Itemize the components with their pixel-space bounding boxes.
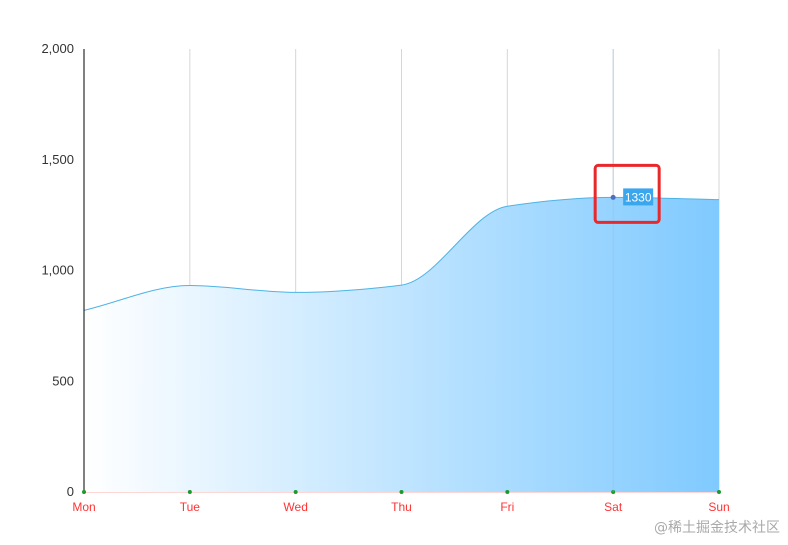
x-axis-ticks: Mon Tue Wed Thu Fri Sat Sun [72,490,730,514]
x-tick-label: Sun [708,500,729,514]
x-tick-mark [505,490,510,494]
data-label-background [623,188,654,206]
x-tick-label: Sat [604,500,623,514]
x-tick-label: Wed [283,500,307,514]
series-area [84,197,719,492]
x-tick-mark [399,490,404,494]
y-axis-ticks: 0 500 1,000 1,500 2,000 [41,41,74,499]
watermark: @稀土掘金技术社区 [654,520,780,536]
x-tick-mark [717,490,721,494]
x-tick-label: Thu [391,500,412,514]
x-tick-mark [611,490,616,494]
data-label-sat: 1330 [625,190,652,204]
x-tick-label: Fri [500,500,514,514]
y-tick-label: 1,000 [41,263,74,278]
x-tick-label: Tue [180,500,201,514]
x-tick-mark [82,490,86,494]
x-tick-mark [187,490,192,494]
x-tick-label: Mon [72,500,95,514]
y-tick-label: 0 [67,484,74,499]
x-tick-mark [293,490,298,494]
y-tick-label: 2,000 [41,41,74,56]
y-tick-label: 1,500 [41,152,74,167]
y-tick-label: 500 [52,373,74,388]
highlight-box [593,163,661,224]
highlight: 1330 [593,49,661,492]
data-point-sat [610,194,616,200]
